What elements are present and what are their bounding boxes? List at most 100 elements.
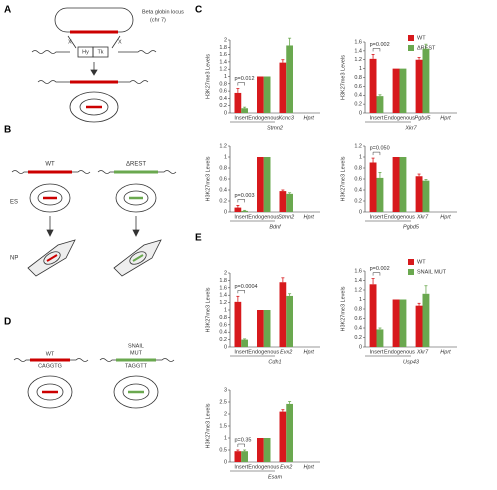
bar xyxy=(241,451,248,462)
y-axis-label: H3K27me3 Levels xyxy=(340,55,346,100)
x-tick-label: Hprt xyxy=(440,349,451,355)
y-axis-label: H3K27me3 Levels xyxy=(205,156,211,201)
x-tick-label: Evx2 xyxy=(280,349,292,355)
bar xyxy=(376,177,384,212)
bar xyxy=(279,62,287,113)
x-axis-label: Esam xyxy=(268,474,282,480)
y-tick-label: 0.8 xyxy=(219,165,227,171)
diagram-b xyxy=(11,170,177,277)
diagram-a xyxy=(31,7,157,123)
flank xyxy=(37,80,149,84)
y-tick-label: 0.6 xyxy=(219,89,227,95)
arrowhead xyxy=(132,229,140,237)
bar xyxy=(234,92,242,113)
arrowhead xyxy=(46,229,54,237)
panel-label: C xyxy=(195,5,202,16)
y-axis-label: H3K27me3 Levels xyxy=(205,287,211,332)
bar xyxy=(422,180,430,212)
y-axis-label: H3K27me3 Levels xyxy=(340,156,346,201)
y-tick-label: 1 xyxy=(359,66,362,72)
nucleus xyxy=(123,190,149,206)
bar xyxy=(422,48,430,113)
p-bracket xyxy=(372,272,381,276)
diagram-label: WT xyxy=(45,162,55,168)
x-tick-label: Insert xyxy=(234,464,248,470)
flank xyxy=(99,358,175,362)
p-value: p=0.002 xyxy=(370,42,390,48)
cell xyxy=(27,375,73,409)
cassette xyxy=(92,46,109,58)
y-tick-label: 2 xyxy=(224,411,227,417)
flank xyxy=(97,170,177,174)
y-tick-label: 0.4 xyxy=(219,187,227,193)
y-tick-label: 1.2 xyxy=(354,143,362,149)
cell xyxy=(113,375,159,409)
x-tick-label: Insert xyxy=(370,115,384,121)
bar xyxy=(399,157,407,212)
p-bracket xyxy=(237,82,245,86)
y-tick-label: 1 xyxy=(224,307,227,313)
y-tick-label: 1.5 xyxy=(219,423,227,429)
x-tick-label: Insert xyxy=(370,214,384,220)
p-value: p=0.35 xyxy=(235,437,252,443)
insert xyxy=(46,254,58,262)
bar xyxy=(241,339,248,347)
bar xyxy=(257,310,264,347)
bar xyxy=(422,293,430,347)
y-tick-label: 0 xyxy=(359,344,362,350)
y-tick-label: 0 xyxy=(224,344,227,350)
diagram-d xyxy=(13,358,175,409)
y-tick-label: 0.2 xyxy=(354,102,362,108)
y-tick-label: 0.8 xyxy=(354,306,362,312)
bar xyxy=(415,305,423,347)
y-tick-label: 0 xyxy=(224,459,227,465)
y-tick-label: 0 xyxy=(359,209,362,215)
y-tick-label: 0 xyxy=(224,110,227,116)
x-tick-label: Hprt xyxy=(304,349,315,355)
y-tick-label: 1.8 xyxy=(219,45,227,51)
diagram-label: (chr 7) xyxy=(150,17,166,23)
y-tick-label: 1.4 xyxy=(354,48,362,54)
p-bracket xyxy=(372,151,381,156)
y-tick-label: 1.6 xyxy=(354,268,362,274)
p-value: p=0.002 xyxy=(370,266,390,272)
cell xyxy=(115,183,157,213)
y-axis-label: H3K27me3 Levels xyxy=(205,54,211,99)
bar xyxy=(286,45,293,113)
y-tick-label: 0.6 xyxy=(354,84,362,90)
x-tick-label: Endogenous xyxy=(384,214,415,220)
nucleus xyxy=(79,98,109,116)
bar xyxy=(392,299,400,347)
y-tick-label: 1.6 xyxy=(219,52,227,58)
y-tick-label: 1.4 xyxy=(219,293,227,299)
recombine xyxy=(111,35,121,49)
p-bracket xyxy=(237,199,245,203)
x-tick-label: Hprt xyxy=(304,464,315,470)
y-tick-label: 0.8 xyxy=(219,81,227,87)
x-axis-label: Usp43 xyxy=(403,359,420,365)
bar xyxy=(241,108,248,113)
diagram-label: ΔREST xyxy=(126,162,146,168)
p-bracket xyxy=(237,290,245,294)
y-tick-label: 2 xyxy=(224,270,227,276)
bar xyxy=(279,282,287,347)
x-axis-label: Xkr7 xyxy=(404,125,417,131)
y-tick-label: 0.2 xyxy=(219,103,227,109)
legend-label: SNAIL MUT xyxy=(417,269,447,275)
diagram-label: MUT xyxy=(130,350,143,356)
panel-label: D xyxy=(4,317,11,328)
x-tick-label: Endogenous xyxy=(248,115,279,121)
diagram-label: ES xyxy=(10,200,18,206)
x-tick-label: Xkr7 xyxy=(416,349,429,355)
y-tick-label: 0 xyxy=(224,209,227,215)
flank xyxy=(31,50,157,54)
bar xyxy=(415,176,423,212)
nucleus xyxy=(37,190,63,206)
x-tick-label: Insert xyxy=(234,214,248,220)
bar xyxy=(286,403,293,462)
bar xyxy=(376,329,384,347)
x-axis-label: Bdnf xyxy=(269,224,281,230)
x-tick-label: Endogenous xyxy=(248,214,279,220)
x-tick-label: Endogenous xyxy=(384,349,415,355)
